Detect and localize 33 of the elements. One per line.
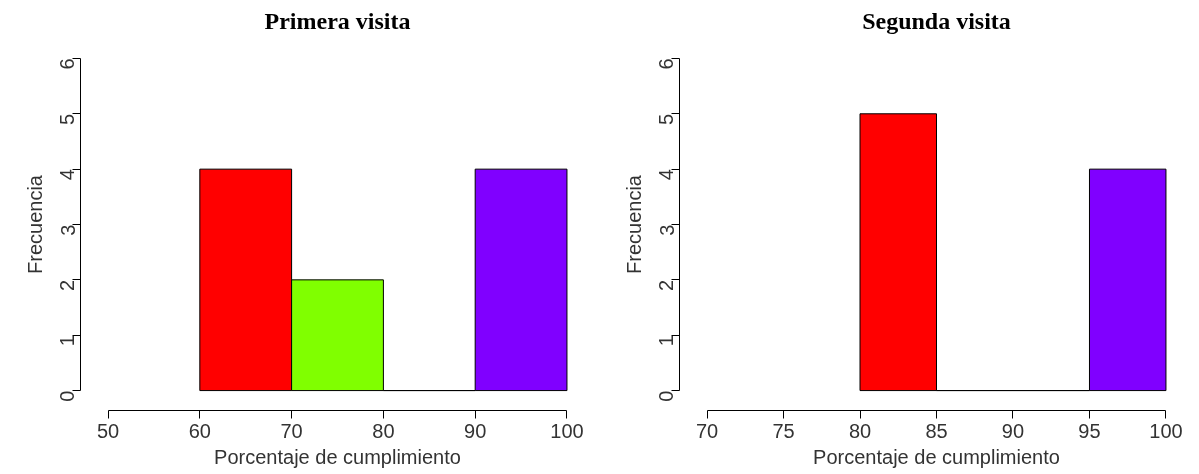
x-tick-label: 60 [188, 419, 211, 442]
x-tick-label: 100 [550, 419, 584, 442]
y-tick-label: 0 [655, 390, 678, 402]
y-tick-label: 6 [655, 58, 678, 70]
y-tick-label: 1 [655, 335, 678, 347]
x-axis-title: Porcentaje de cumplimiento [813, 445, 1060, 468]
y-tick-label: 5 [56, 113, 79, 125]
y-tick-label: 4 [56, 169, 79, 181]
x-tick-label: 90 [464, 419, 487, 442]
y-axis-title: Frecuencia [23, 174, 46, 274]
x-tick-label: 100 [1149, 419, 1183, 442]
y-tick-label: 2 [56, 279, 79, 291]
y-tick-label: 3 [56, 224, 79, 236]
x-tick-label: 70 [280, 419, 303, 442]
y-tick-label: 1 [56, 335, 79, 347]
x-tick-label: 85 [925, 419, 948, 442]
chart-title: Segunda visita [862, 7, 1011, 34]
x-axis-title: Porcentaje de cumplimiento [214, 445, 461, 468]
y-axis-title: Frecuencia [622, 174, 645, 274]
x-tick-label: 90 [1001, 419, 1025, 442]
y-tick-label: 4 [655, 169, 678, 181]
x-tick-label: 70 [695, 419, 719, 442]
y-tick-label: 3 [655, 224, 678, 236]
y-tick-label: 0 [56, 390, 79, 402]
y-tick-label: 5 [655, 113, 678, 125]
x-tick-label: 80 [372, 419, 395, 442]
x-tick-label: 80 [848, 419, 872, 442]
x-tick-label: 75 [772, 419, 795, 442]
y-tick-label: 6 [56, 58, 79, 70]
y-tick-label: 2 [655, 279, 678, 291]
chart-title: Primera visita [264, 7, 411, 34]
x-tick-label: 95 [1078, 419, 1101, 442]
x-tick-label: 50 [96, 419, 120, 442]
